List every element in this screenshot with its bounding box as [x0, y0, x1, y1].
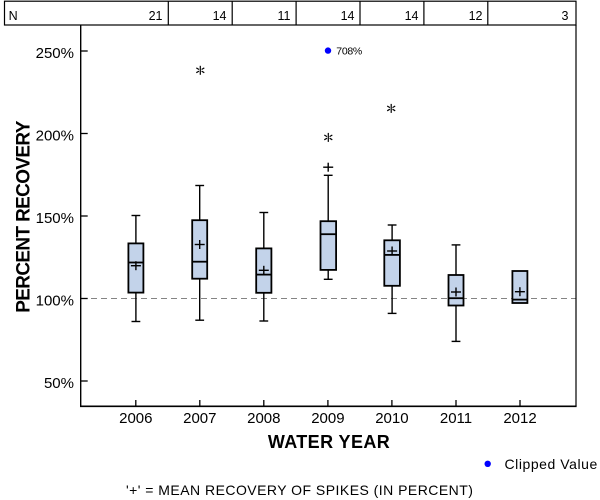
svg-text:2009: 2009: [311, 410, 344, 427]
svg-text:21: 21: [149, 9, 163, 23]
svg-text:14: 14: [341, 9, 355, 23]
svg-text:Clipped Value: Clipped Value: [505, 456, 598, 472]
svg-text:N: N: [9, 9, 18, 23]
svg-text:WATER YEAR: WATER YEAR: [268, 432, 390, 452]
svg-text:2011: 2011: [440, 410, 472, 427]
svg-text:50%: 50%: [44, 375, 74, 392]
svg-text:14: 14: [213, 9, 227, 23]
svg-text:14: 14: [405, 9, 419, 23]
svg-text:11: 11: [278, 9, 291, 23]
svg-text:2010: 2010: [375, 410, 408, 427]
svg-text:250%: 250%: [36, 45, 74, 62]
svg-text:2008: 2008: [247, 410, 280, 427]
svg-text:150%: 150%: [36, 210, 74, 227]
svg-text:'+' = MEAN RECOVERY OF SPIKES: '+' = MEAN RECOVERY OF SPIKES (IN PERCEN…: [126, 482, 473, 498]
svg-text:2007: 2007: [183, 410, 216, 427]
svg-text:200%: 200%: [36, 128, 74, 145]
svg-text:100%: 100%: [36, 293, 74, 310]
svg-text:3: 3: [562, 9, 569, 23]
svg-text:PERCENT RECOVERY: PERCENT RECOVERY: [14, 120, 35, 313]
svg-text:12: 12: [469, 9, 483, 23]
svg-text:708%: 708%: [336, 46, 362, 58]
svg-text:2012: 2012: [503, 410, 536, 427]
svg-text:2006: 2006: [119, 410, 152, 427]
